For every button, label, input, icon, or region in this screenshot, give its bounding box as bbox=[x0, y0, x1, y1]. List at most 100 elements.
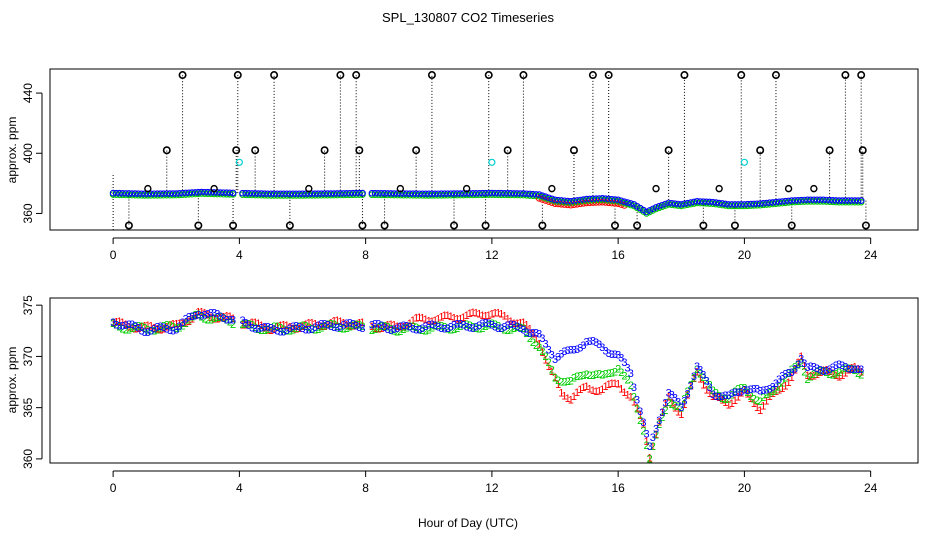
series-3-point-125: 3 bbox=[517, 323, 523, 335]
series-2-point-159: 2 bbox=[625, 375, 631, 387]
series-2-point-47: 2 bbox=[265, 324, 271, 336]
series-3-point-62: 3 bbox=[312, 322, 318, 334]
top-point-blue-198 bbox=[747, 200, 755, 208]
series-1-point-113: 1 bbox=[479, 310, 485, 322]
top-small-marker-9 bbox=[810, 184, 818, 193]
series-2-point-54: 2 bbox=[287, 326, 293, 338]
series-1-point-229: 1 bbox=[845, 365, 851, 377]
series-2-point-100: 2 bbox=[438, 320, 444, 332]
series-3-point-114: 3 bbox=[483, 317, 489, 329]
series-3-point-56: 3 bbox=[293, 321, 299, 333]
top-point-blue-5 bbox=[125, 190, 133, 197]
top-point-blue-6 bbox=[128, 190, 136, 197]
series-2-point-98: 2 bbox=[432, 321, 438, 333]
series-3-point-138: 3 bbox=[558, 349, 564, 361]
series-2-point-48: 2 bbox=[268, 323, 274, 335]
top-point-blue-34 bbox=[217, 189, 224, 196]
series-2-point-114: 2 bbox=[483, 321, 489, 333]
series-3-point-130: 3 bbox=[533, 328, 539, 340]
series-2-point-131: 2 bbox=[536, 342, 542, 354]
series-1-point-27: 1 bbox=[195, 306, 201, 318]
top-point-blue-206 bbox=[772, 198, 780, 206]
series-3-point-200: 3 bbox=[754, 384, 760, 396]
top-point-blue-223 bbox=[826, 196, 833, 204]
series-1-point-0: 1 bbox=[110, 318, 116, 330]
top-point-blue-130 bbox=[532, 191, 540, 198]
top-point-blue-55 bbox=[289, 190, 297, 198]
series-1-point-60: 1 bbox=[306, 318, 312, 330]
series-1-point-69: 1 bbox=[334, 315, 340, 327]
top-spike-marker-20 bbox=[484, 71, 493, 80]
series-3-point-117: 3 bbox=[492, 321, 498, 333]
series-3-point-33: 3 bbox=[214, 309, 220, 321]
series-3-point-48: 3 bbox=[268, 323, 274, 335]
series-1-point-112: 1 bbox=[476, 309, 482, 321]
series-2-point-56: 2 bbox=[293, 323, 299, 335]
bottom-y-tick-label-0: 360 bbox=[21, 449, 35, 469]
series-3-point-213: 3 bbox=[795, 359, 801, 371]
top-point-blue-75 bbox=[352, 189, 360, 197]
top-point-blue-61 bbox=[308, 190, 316, 198]
series-1-point-214: 1 bbox=[798, 351, 804, 363]
series-2-point-202: 2 bbox=[760, 392, 766, 404]
top-point-blue-22 bbox=[179, 189, 186, 197]
bottom-plot-frame bbox=[49, 297, 919, 464]
series-1-point-185: 1 bbox=[707, 388, 713, 400]
top-point-blue-129 bbox=[529, 190, 537, 198]
series-1-point-119: 1 bbox=[498, 308, 504, 320]
top-point-blue-233 bbox=[857, 197, 865, 205]
series-1-point-202: 1 bbox=[760, 401, 766, 413]
series-2-point-86: 2 bbox=[394, 326, 400, 338]
top-point-blue-65 bbox=[321, 190, 328, 198]
series-1-point-17: 1 bbox=[164, 322, 170, 334]
series-1-point-204: 1 bbox=[767, 391, 773, 403]
series-2-point-37: 2 bbox=[227, 317, 233, 329]
series-2-point-155: 2 bbox=[612, 366, 618, 378]
series-1-point-104: 1 bbox=[451, 312, 457, 324]
series-3-point-107: 3 bbox=[460, 320, 466, 332]
series-2-point-219: 2 bbox=[814, 367, 820, 379]
series-3-point-8: 3 bbox=[135, 323, 141, 335]
top-small-marker-2 bbox=[305, 184, 313, 193]
top-point-blue-224 bbox=[829, 197, 837, 204]
series-1-point-116: 1 bbox=[489, 308, 495, 320]
top-point-blue-209 bbox=[782, 197, 789, 205]
series-1-point-118: 1 bbox=[495, 307, 501, 319]
top-point-blue-12 bbox=[147, 190, 155, 198]
series-2-point-116: 2 bbox=[489, 318, 495, 330]
series-3-point-143: 3 bbox=[574, 344, 580, 356]
series-1-point-94: 1 bbox=[419, 312, 425, 324]
top-spike-marker-27 bbox=[610, 221, 619, 230]
series-2-point-121: 2 bbox=[505, 325, 511, 337]
series-2-point-125: 2 bbox=[517, 322, 523, 334]
series-1-point-121: 1 bbox=[505, 313, 511, 325]
series-1-point-151: 1 bbox=[599, 384, 605, 396]
series-3-point-206: 3 bbox=[773, 378, 779, 390]
series-1-point-175: 1 bbox=[675, 406, 681, 418]
series-3-point-6: 3 bbox=[129, 319, 135, 331]
top-spike-marker-38 bbox=[841, 71, 850, 80]
series-2-point-101: 2 bbox=[441, 322, 447, 334]
series-3-point-196: 3 bbox=[741, 385, 747, 397]
series-1-point-47: 1 bbox=[265, 324, 271, 336]
series-2-point-22: 2 bbox=[180, 321, 186, 333]
series-1-point-101: 1 bbox=[441, 310, 447, 322]
series-2-point-156: 2 bbox=[615, 364, 621, 376]
series-3-point-50: 3 bbox=[274, 326, 280, 338]
series-1-point-56: 1 bbox=[293, 324, 299, 336]
series-1-point-37: 1 bbox=[227, 311, 233, 323]
series-3-point-75: 3 bbox=[353, 320, 359, 332]
series-1-point-4: 1 bbox=[123, 319, 129, 331]
series-2-point-211: 2 bbox=[789, 364, 795, 376]
top-point-blue-49 bbox=[270, 190, 278, 198]
series-3-point-210: 3 bbox=[786, 367, 792, 379]
series-3-point-34: 3 bbox=[217, 311, 223, 323]
series-2-point-223: 2 bbox=[827, 369, 833, 381]
top-point-blue-79 bbox=[371, 189, 379, 197]
series-3-point-133: 3 bbox=[542, 338, 548, 350]
series-1-point-114: 1 bbox=[483, 311, 489, 323]
top-point-blue-166 bbox=[646, 207, 654, 214]
series-2-point-29: 2 bbox=[202, 313, 208, 325]
series-3-point-219: 3 bbox=[814, 363, 820, 375]
series-2-point-4: 2 bbox=[123, 324, 129, 336]
